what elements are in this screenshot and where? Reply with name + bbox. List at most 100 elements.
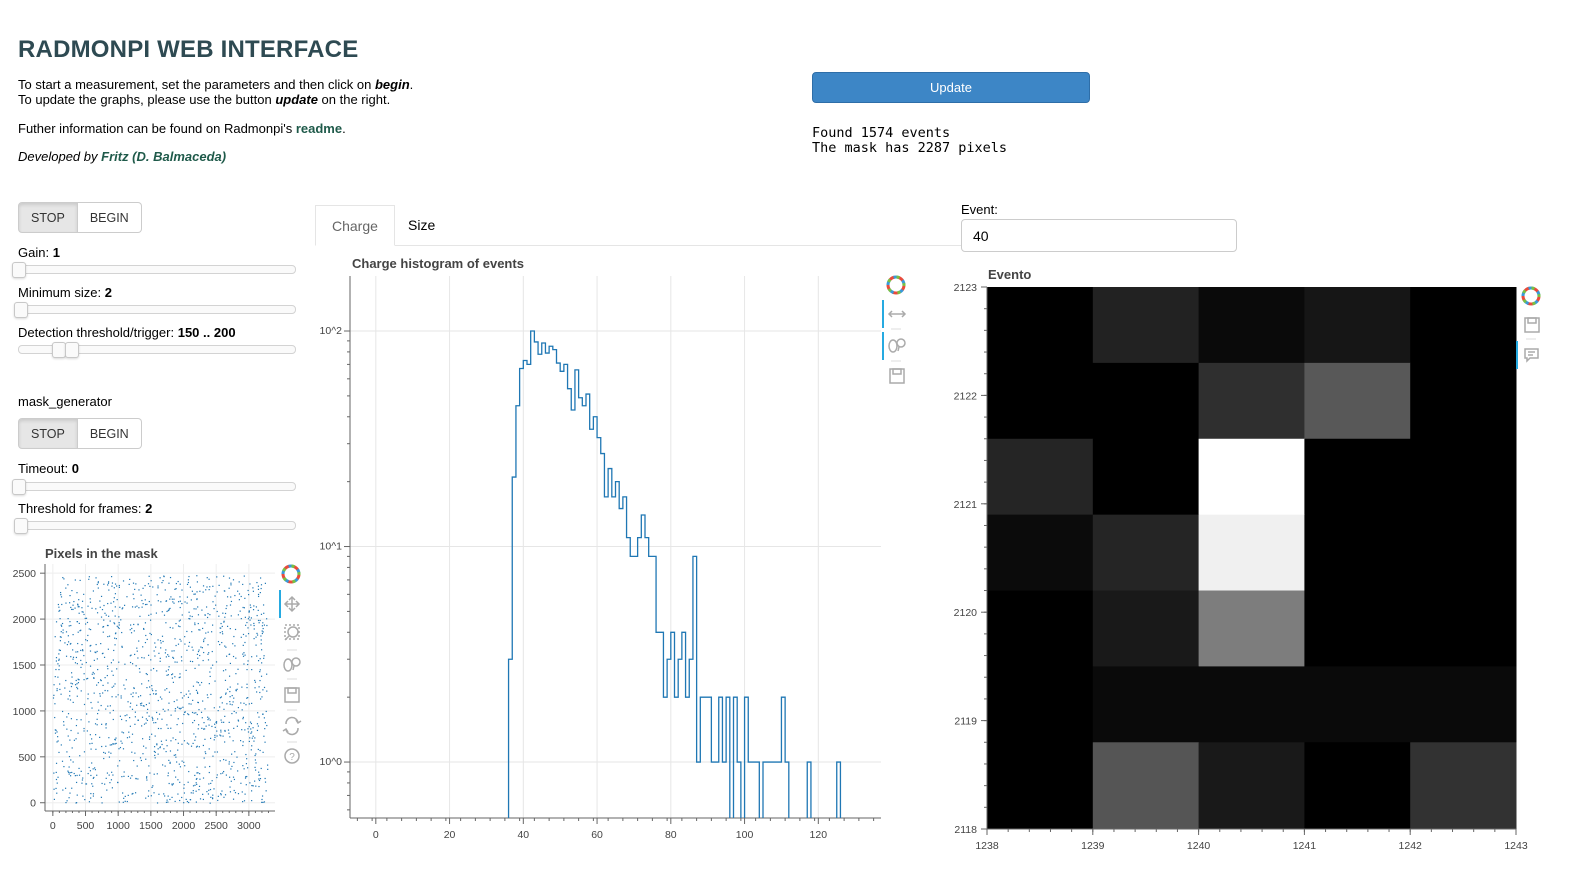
heatmap-cell: [1092, 666, 1200, 743]
mask-point: [223, 721, 225, 723]
mask-point: [101, 802, 103, 804]
mask-point: [167, 727, 169, 729]
mask-point: [206, 577, 208, 579]
mask-point: [156, 670, 158, 672]
mask-point: [148, 736, 151, 738]
mask-point: [114, 633, 117, 635]
mask-point: [188, 703, 190, 705]
mask-point: [154, 751, 156, 753]
mask-point: [165, 750, 167, 753]
threshold-slider[interactable]: [18, 345, 296, 354]
mask-point: [170, 596, 172, 598]
mask-point: [106, 665, 109, 667]
mask-point: [173, 700, 175, 703]
mask-point: [67, 641, 70, 643]
mask-point: [251, 800, 253, 802]
mask-point: [188, 743, 190, 745]
tab-charge[interactable]: Charge: [315, 205, 395, 246]
mask-point: [176, 706, 179, 708]
event-heatmap[interactable]: 1238 1239 1240 1241 1242 12432118211921202121…: [945, 278, 1540, 858]
heatmap-cell: [1198, 742, 1305, 830]
mask-point: [59, 618, 61, 620]
save-tool-icon[interactable]: [889, 368, 905, 384]
mask-point: [254, 769, 257, 771]
mask-point: [89, 645, 91, 647]
mask-point: [208, 771, 210, 774]
begin-button[interactable]: BEGIN: [77, 202, 142, 233]
threshold-low-handle[interactable]: [52, 342, 66, 358]
threshold-high-handle[interactable]: [65, 342, 79, 358]
wheel-zoom-tool-icon[interactable]: [283, 657, 301, 672]
mask-point: [84, 623, 87, 625]
readme-link[interactable]: readme: [295, 121, 343, 136]
save-tool-icon[interactable]: [1524, 317, 1540, 333]
mask-point: [188, 714, 190, 716]
mask-point: [81, 779, 84, 781]
hover-tool-icon[interactable]: [1524, 348, 1539, 363]
y-tick-label: 2500: [13, 568, 37, 580]
gain-slider-handle[interactable]: [12, 262, 26, 278]
mask-point: [109, 620, 111, 622]
mask-point: [204, 622, 206, 624]
mask-point: [179, 625, 181, 628]
mask-point: [91, 673, 93, 675]
min-size-slider[interactable]: [18, 305, 296, 314]
mask-point: [55, 771, 57, 774]
mask-point: [243, 800, 246, 802]
mask-stop-button[interactable]: STOP: [18, 418, 78, 449]
timeout-slider[interactable]: [18, 482, 296, 491]
tab-size[interactable]: Size: [408, 217, 436, 233]
reset-tool-icon[interactable]: [282, 716, 302, 736]
mask-point: [181, 697, 184, 699]
mask-point: [114, 738, 116, 741]
mask-begin-button[interactable]: BEGIN: [77, 418, 142, 449]
mask-point: [221, 625, 223, 628]
charge-histogram[interactable]: 10^010^110^20 20 40 60 80 100 120: [310, 270, 890, 870]
bokeh-logo-icon: [886, 275, 906, 295]
box-zoom-tool-icon[interactable]: [284, 624, 300, 641]
heatmap-cell: [987, 438, 1094, 516]
frames-threshold-slider[interactable]: [18, 521, 296, 530]
mask-point: [187, 713, 189, 715]
xpan-tool-icon[interactable]: [887, 310, 907, 318]
mask-point: [184, 711, 186, 714]
mask-point: [262, 689, 264, 691]
save-tool-icon[interactable]: [284, 687, 300, 703]
pan-tool-icon[interactable]: [283, 595, 301, 613]
min-size-slider-handle[interactable]: [14, 302, 28, 318]
mask-point: [263, 612, 265, 614]
event-input[interactable]: [961, 219, 1237, 252]
mask-point: [104, 612, 106, 614]
mask-point: [257, 660, 260, 662]
mask-point: [193, 712, 195, 714]
mask-point: [76, 686, 78, 689]
mask-point: [204, 637, 206, 639]
stop-button[interactable]: STOP: [18, 202, 78, 233]
mask-point: [75, 651, 77, 653]
mask-point: [70, 656, 72, 658]
wheel-zoom-tool-icon[interactable]: [888, 338, 906, 353]
mask-scatter-plot[interactable]: 0 500 1000 1500 2000 2500 30000500100015002000…: [0, 560, 310, 840]
mask-point: [178, 620, 180, 622]
mask-point: [207, 696, 209, 699]
mask-point: [121, 608, 123, 610]
mask-point: [198, 709, 200, 711]
help-tool-icon[interactable]: ?: [284, 748, 300, 764]
mask-point: [204, 738, 206, 740]
gain-slider[interactable]: [18, 265, 296, 274]
mask-point: [168, 655, 170, 657]
mask-point: [102, 684, 104, 687]
developer-link[interactable]: Fritz (D. Balmaceda): [101, 149, 227, 164]
mask-point: [164, 652, 166, 654]
mask-point: [195, 790, 197, 792]
frames-threshold-slider-handle[interactable]: [14, 518, 28, 534]
timeout-slider-handle[interactable]: [12, 479, 26, 495]
mask-point: [57, 776, 59, 778]
mask-point: [196, 598, 198, 600]
mask-point: [244, 616, 246, 618]
mask-point: [80, 690, 82, 692]
mask-point: [112, 743, 114, 745]
mask-point: [97, 587, 99, 589]
mask-point: [202, 728, 205, 730]
update-button[interactable]: Update: [812, 72, 1090, 103]
